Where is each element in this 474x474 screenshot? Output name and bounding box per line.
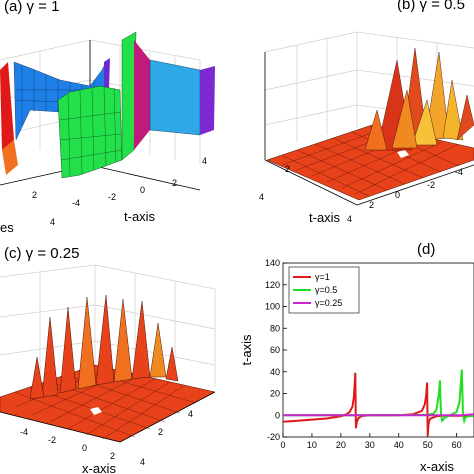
panel-a-red-sheet [0,62,14,150]
panel-b-title: (b) γ = 0.5 [397,0,465,13]
panel-b-tick-y-1: -2 [427,180,435,190]
panel-c-tick-y-4: 4 [188,409,193,419]
panel-a-tick-y-3: 2 [172,178,177,188]
panel-d-xtick-label: 0 [280,440,285,450]
panel-d: (d) -20 0 20 40 60 80 100 120 140 0 10 20 30 40 50 60 γ=… [237,237,474,474]
panel-a-green-sheet [57,85,123,179]
panel-b-tick-x-1: 4 [259,192,264,202]
panel-c-tick-y-2: 2 [158,427,163,437]
panel-d-xtick-label: 60 [452,440,462,450]
panel-a: (a) γ = 1 [0,0,237,237]
panel-d-legend-label-2: γ=0.25 [315,298,342,308]
panel-c: (c) γ = 0.25 [0,237,237,474]
panel-a-tick-y-1: -2 [108,192,116,202]
panel-b-tick-y-0: -4 [455,167,463,177]
panel-d-xtick-label: 20 [336,440,346,450]
panel-d-ytick-label: 100 [265,302,280,312]
panel-d-legend-label-0: γ=1 [315,272,330,282]
panel-d-series-line-2 [283,413,474,417]
panel-a-xlabel-fragment: es [0,220,14,235]
panel-b-tick-y-4: 4 [347,214,352,224]
panel-d-ytick-label: 80 [270,323,280,333]
panel-c-tick-x-4: 4 [140,457,145,467]
panel-d-xlabel: x-axis [420,459,454,474]
panel-a-tick-x-1: 4 [50,217,55,227]
panel-b: (b) γ = 0.5 [237,0,474,237]
panel-c-tick-x-2: 0 [82,443,87,453]
panel-b-tick-x-0: 2 [285,164,290,174]
panel-d-xtick-label: 30 [365,440,375,450]
panel-d-title: (d) [417,241,436,258]
panel-c-title: (c) γ = 0.25 [4,245,80,262]
panel-a-title: (a) γ = 1 [4,0,60,15]
panel-a-tick-y-4: 4 [202,156,207,166]
panel-d-xtick-label: 10 [307,440,317,450]
panel-d-ytick-label: 0 [275,410,280,420]
panel-d-ytick-label: 120 [265,280,280,290]
panel-d-xtick-label: 50 [423,440,433,450]
panel-d-legend-label-1: γ=0.5 [315,285,337,295]
panel-d-xtick-label: 40 [394,440,404,450]
panel-b-tick-y-2: 0 [395,190,400,200]
panel-c-tick-x-1: -2 [48,435,56,445]
panel-c-xlabel: x-axis [82,461,116,474]
panel-d-ytick-label: 20 [270,389,280,399]
panel-a-tick-y-2: 0 [140,185,145,195]
panel-d-ytick-label: -20 [267,432,280,442]
panel-b-surface-plot: 2 4 4 2 0 -2 -4 t-axis [259,31,474,225]
panel-a-tick-y-0: -4 [72,198,80,208]
panel-a-ylabel: t-axis [124,209,156,224]
panel-a-tick-x-0: 2 [32,190,37,200]
panel-c-surface-plot: -4 -2 0 2 4 2 4 x-axis [0,264,216,474]
panel-c-tick-x-0: -4 [20,427,28,437]
panel-b-tick-y-3: 2 [369,200,374,210]
panel-d-ylabel: t-axis [239,334,254,366]
panel-c-peak [41,316,59,398]
panel-d-ytick-label: 140 [265,258,280,268]
panel-b-ylabel: t-axis [309,210,341,225]
panel-d-ytick-label: 60 [270,345,280,355]
panel-a-surface-plot: -4 -2 0 2 4 2 4 t-axis es [0,31,215,235]
panel-c-tick-x-3: 2 [110,451,115,461]
panel-d-ytick-label: 40 [270,367,280,377]
